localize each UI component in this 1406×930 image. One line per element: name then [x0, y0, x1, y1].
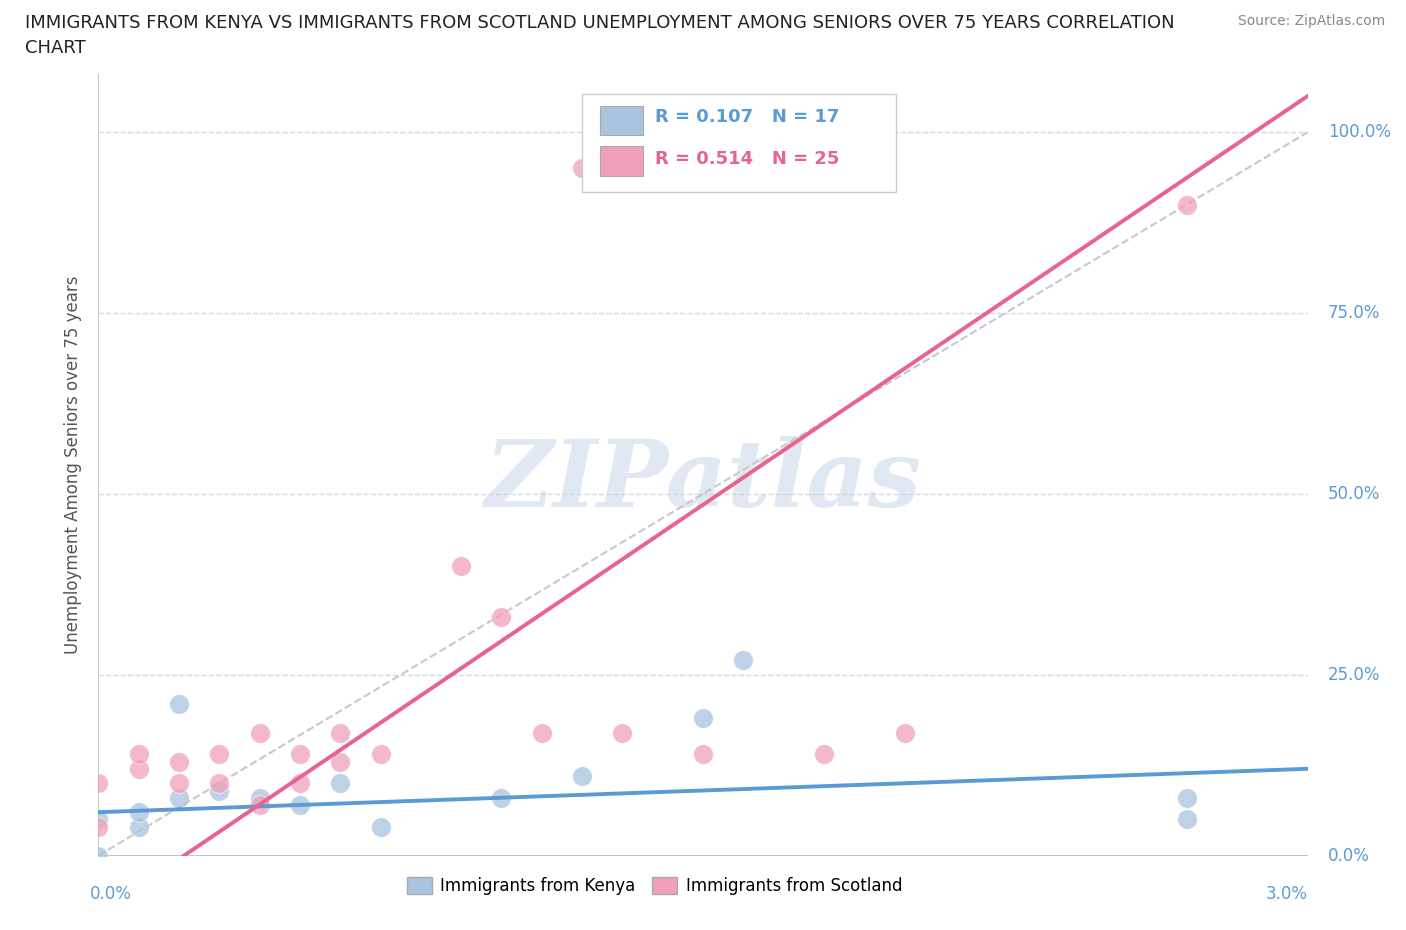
Point — [208, 783, 231, 798]
Point — [370, 747, 392, 762]
Point — [167, 754, 190, 769]
Text: 0.0%: 0.0% — [90, 884, 132, 902]
Point — [288, 776, 311, 790]
Text: R = 0.107   N = 17: R = 0.107 N = 17 — [655, 109, 839, 126]
Point — [208, 776, 231, 790]
FancyBboxPatch shape — [600, 106, 643, 136]
Point — [167, 697, 190, 711]
Text: CHART: CHART — [25, 39, 86, 57]
Point — [491, 609, 513, 624]
Text: 0.0%: 0.0% — [1327, 846, 1369, 865]
Point — [893, 725, 915, 740]
Text: IMMIGRANTS FROM KENYA VS IMMIGRANTS FROM SCOTLAND UNEMPLOYMENT AMONG SENIORS OVE: IMMIGRANTS FROM KENYA VS IMMIGRANTS FROM… — [25, 14, 1175, 32]
Point — [288, 798, 311, 813]
Point — [1175, 790, 1198, 805]
Point — [530, 725, 553, 740]
Legend: Immigrants from Kenya, Immigrants from Scotland: Immigrants from Kenya, Immigrants from S… — [401, 870, 908, 902]
Point — [329, 776, 352, 790]
FancyBboxPatch shape — [582, 94, 897, 192]
Text: R = 0.514   N = 25: R = 0.514 N = 25 — [655, 150, 839, 167]
Point — [651, 161, 673, 176]
Y-axis label: Unemployment Among Seniors over 75 years: Unemployment Among Seniors over 75 years — [63, 276, 82, 654]
Point — [813, 747, 835, 762]
Point — [128, 819, 150, 834]
Text: 50.0%: 50.0% — [1327, 485, 1381, 503]
Point — [450, 559, 472, 574]
Text: Source: ZipAtlas.com: Source: ZipAtlas.com — [1237, 14, 1385, 28]
Point — [249, 798, 271, 813]
Point — [167, 790, 190, 805]
Point — [249, 790, 271, 805]
Text: 25.0%: 25.0% — [1327, 666, 1381, 684]
Text: 100.0%: 100.0% — [1327, 124, 1391, 141]
Point — [571, 161, 593, 176]
Point — [249, 725, 271, 740]
Point — [128, 804, 150, 819]
Point — [128, 762, 150, 777]
Point — [1175, 197, 1198, 212]
Text: ZIPatlas: ZIPatlas — [485, 435, 921, 525]
Point — [491, 790, 513, 805]
Point — [692, 711, 714, 725]
Point — [167, 776, 190, 790]
FancyBboxPatch shape — [600, 146, 643, 176]
Point — [128, 747, 150, 762]
Point — [87, 812, 110, 827]
Text: 3.0%: 3.0% — [1265, 884, 1308, 902]
Point — [1175, 812, 1198, 827]
Point — [370, 819, 392, 834]
Text: 75.0%: 75.0% — [1327, 304, 1381, 322]
Point — [571, 768, 593, 783]
Point — [329, 754, 352, 769]
Point — [208, 747, 231, 762]
Point — [87, 776, 110, 790]
Point — [288, 747, 311, 762]
Point — [692, 747, 714, 762]
Point — [87, 848, 110, 863]
Point — [329, 725, 352, 740]
Point — [87, 819, 110, 834]
Point — [612, 725, 634, 740]
Point — [733, 653, 755, 668]
